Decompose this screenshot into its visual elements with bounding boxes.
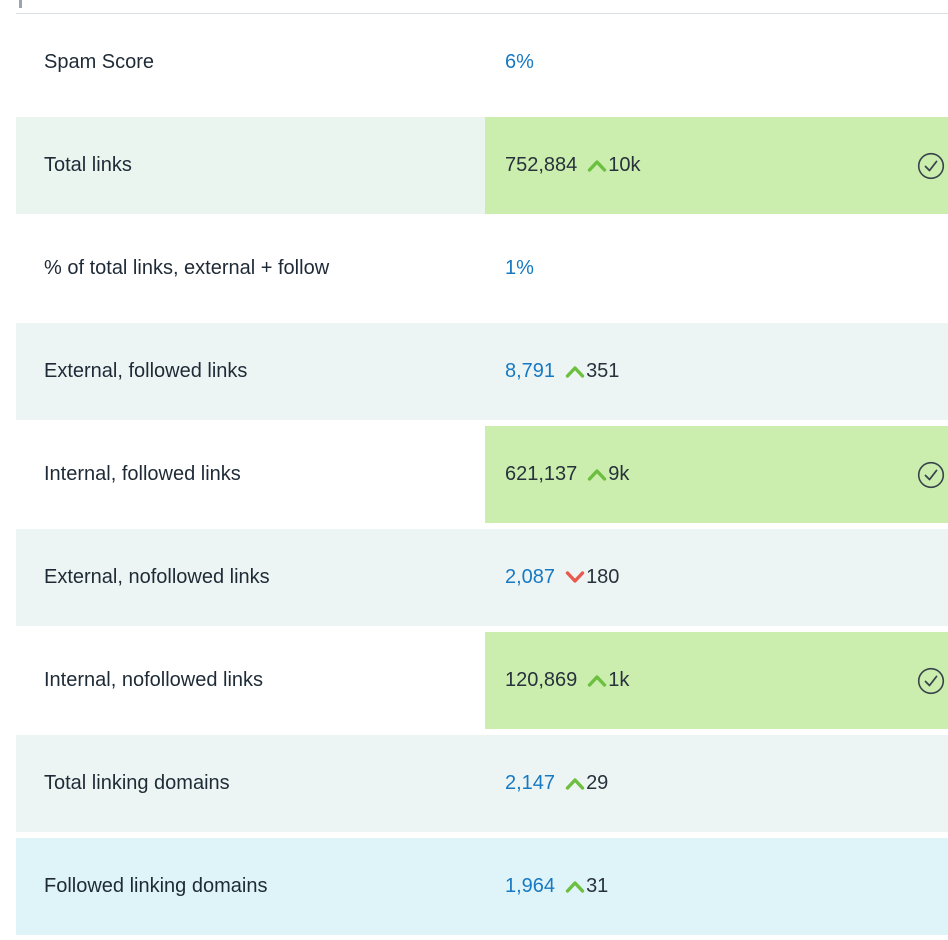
metric-value-cell: 752,884 10k [485, 117, 948, 214]
metric-value[interactable]: 6% [505, 51, 534, 73]
metric-value[interactable]: 2,087 [505, 566, 556, 588]
table-row: Total links 752,884 10k [16, 117, 948, 214]
metric-value: 752,884 [505, 154, 578, 176]
metric-value-cell: 621,137 9k [485, 426, 948, 523]
metric-label-cell: % of total links, external + follow [16, 220, 485, 317]
metric-delta-value: 10k [608, 154, 641, 176]
metric-delta: 29 [565, 772, 608, 795]
trend-up-icon [588, 469, 607, 481]
metric-value: 120,869 [505, 669, 578, 691]
metric-value: 621,137 [505, 463, 578, 485]
trend-up-icon [565, 881, 585, 893]
previous-row-cutoff [16, 0, 948, 14]
table-row: % of total links, external + follow 1% [16, 220, 948, 317]
metric-value[interactable]: 1,964 [505, 875, 556, 897]
metric-label-cell: Internal, nofollowed links [16, 632, 485, 729]
metric-delta-value: 1k [608, 669, 630, 691]
metric-label-cell: Followed linking domains [16, 838, 485, 935]
metric-delta: 31 [565, 875, 608, 898]
metric-delta-value: 9k [608, 463, 630, 485]
metric-delta-value: 351 [586, 360, 620, 382]
metric-value-cell: 8,791 351 [485, 323, 948, 420]
metric-delta: 1k [587, 669, 629, 692]
trend-up-icon [565, 778, 585, 790]
table-row: Followed linking domains 1,964 31 [16, 838, 948, 935]
cutoff-element [19, 0, 22, 8]
metric-delta: 9k [587, 463, 629, 486]
table-row: External, followed links 8,791 351 [16, 323, 948, 420]
trend-up-icon [565, 366, 585, 378]
metric-value-cell: 120,869 1k [485, 632, 948, 729]
metric-label-cell: External, nofollowed links [16, 529, 485, 626]
metric-delta: 351 [565, 360, 619, 383]
metric-value-cell: 2,087 180 [485, 529, 948, 626]
metrics-table: Spam Score 6% Total links 752,884 10k [16, 14, 948, 935]
metric-delta-value: 180 [586, 566, 620, 588]
metric-value-cell: 2,147 29 [485, 735, 948, 832]
table-row: Internal, nofollowed links 120,869 1k [16, 632, 948, 729]
metric-delta: 180 [565, 566, 619, 589]
metric-label: External, followed links [44, 360, 248, 382]
metric-value-cell: 6% [485, 14, 948, 111]
metric-label: External, nofollowed links [44, 566, 270, 588]
metric-label-cell: Internal, followed links [16, 426, 485, 523]
metric-delta-value: 29 [586, 772, 609, 794]
metric-value-cell: 1,964 31 [485, 838, 948, 935]
check-circle-icon [917, 667, 945, 695]
table-row: Total linking domains 2,147 29 [16, 735, 948, 832]
check-circle-icon [917, 152, 945, 180]
table-row: Spam Score 6% [16, 14, 948, 111]
metric-label: Total linking domains [44, 772, 230, 794]
metric-value[interactable]: 1% [505, 257, 534, 279]
trend-up-icon [588, 160, 607, 172]
table-row: Internal, followed links 621,137 9k [16, 426, 948, 523]
trend-up-icon [588, 675, 607, 687]
trend-down-icon [565, 571, 585, 583]
metric-label: Spam Score [44, 51, 155, 73]
metric-label-cell: Total linking domains [16, 735, 485, 832]
metric-delta: 10k [587, 154, 641, 177]
metric-label-cell: Total links [16, 117, 485, 214]
metric-value-cell: 1% [485, 220, 948, 317]
check-circle-icon [917, 461, 945, 489]
metric-value[interactable]: 8,791 [505, 360, 556, 382]
metric-delta-value: 31 [586, 875, 609, 897]
metric-label-cell: Spam Score [16, 14, 485, 111]
metric-label: Total links [44, 154, 132, 176]
metric-label-cell: External, followed links [16, 323, 485, 420]
table-row: External, nofollowed links 2,087 180 [16, 529, 948, 626]
metric-label: Internal, nofollowed links [44, 669, 264, 691]
metric-label: Internal, followed links [44, 463, 241, 485]
metric-value[interactable]: 2,147 [505, 772, 556, 794]
metric-label: Followed linking domains [44, 875, 268, 897]
metric-label: % of total links, external + follow [44, 257, 330, 279]
